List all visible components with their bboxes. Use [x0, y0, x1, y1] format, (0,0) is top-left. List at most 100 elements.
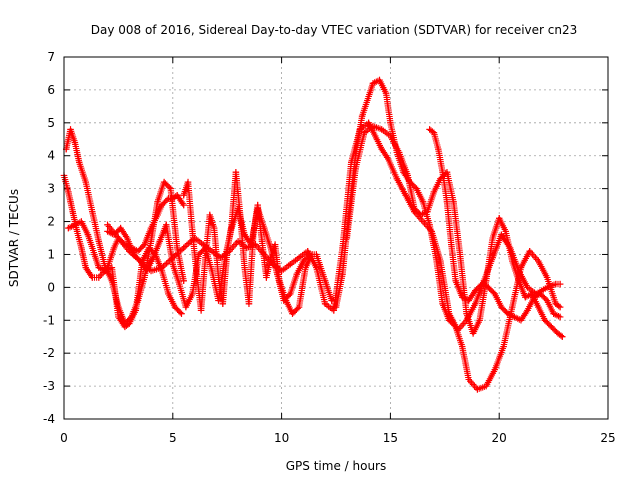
- data-points: [60, 76, 566, 393]
- data-point: [395, 149, 403, 156]
- data-point: [65, 188, 72, 196]
- data-point: [476, 317, 483, 324]
- data-point: [330, 307, 338, 314]
- data-point: [95, 264, 103, 271]
- x-tick-label: 5: [169, 431, 177, 445]
- data-point: [369, 80, 377, 87]
- data-point: [417, 211, 425, 219]
- data-point: [321, 277, 329, 284]
- data-point: [202, 244, 209, 252]
- data-point: [424, 208, 431, 215]
- data-point: [278, 267, 285, 275]
- data-point: [232, 168, 240, 176]
- x-tick-label: 20: [492, 431, 507, 445]
- data-point: [339, 271, 346, 278]
- data-point: [117, 224, 124, 232]
- data-point: [313, 264, 320, 271]
- data-point: [143, 267, 150, 275]
- data-point: [500, 343, 507, 350]
- data-point: [459, 294, 466, 301]
- y-tick-labels: -4 -3 -2 -1 0 1 2 3 4 5 6 7: [43, 50, 55, 426]
- data-point: [352, 165, 359, 173]
- data-point: [123, 234, 131, 242]
- data-point: [382, 90, 390, 97]
- data-point: [141, 274, 148, 281]
- data-point: [482, 277, 490, 284]
- data-point: [369, 122, 377, 130]
- data-point: [472, 287, 479, 294]
- data-point: [378, 126, 385, 133]
- data-point: [343, 234, 351, 242]
- x-axis-label: GPS time / hours: [286, 459, 387, 473]
- data-point: [524, 284, 531, 291]
- data-point: [371, 132, 379, 140]
- data-point: [173, 192, 181, 199]
- data-point: [228, 224, 235, 232]
- data-point: [82, 264, 89, 271]
- data-point: [258, 238, 266, 245]
- y-tick-label: -3: [43, 379, 55, 393]
- data-point: [435, 145, 442, 153]
- data-point: [141, 241, 148, 248]
- data-point: [241, 264, 248, 271]
- data-point: [274, 271, 281, 278]
- data-point: [169, 261, 176, 268]
- data-point: [271, 241, 279, 248]
- data-point: [496, 215, 503, 222]
- data-point: [156, 238, 163, 245]
- data-point: [541, 317, 549, 324]
- data-point: [452, 323, 459, 331]
- data-point: [134, 247, 142, 255]
- data-point: [559, 333, 566, 340]
- data-point: [332, 303, 340, 311]
- data-point: [150, 254, 157, 261]
- data-point: [491, 290, 499, 298]
- data-point: [426, 126, 433, 133]
- data-point: [195, 251, 203, 258]
- data-point: [84, 231, 92, 238]
- y-tick-label: 1: [47, 247, 55, 261]
- data-point: [445, 317, 453, 324]
- x-tick-label: 15: [383, 431, 398, 445]
- y-tick-label: 0: [47, 280, 55, 294]
- data-point: [158, 264, 166, 271]
- data-point: [147, 238, 155, 245]
- data-point: [426, 221, 433, 229]
- data-point: [184, 178, 192, 186]
- data-point: [67, 126, 74, 133]
- data-point: [543, 274, 551, 281]
- data-point: [515, 277, 522, 284]
- data-point: [71, 139, 79, 146]
- series-track-7: [426, 126, 564, 324]
- data-point: [182, 303, 190, 311]
- data-point: [167, 185, 174, 192]
- data-point: [504, 310, 512, 317]
- data-point: [110, 231, 118, 238]
- data-point: [522, 294, 529, 301]
- data-point: [104, 228, 111, 235]
- data-point: [439, 300, 446, 308]
- data-point: [89, 274, 96, 281]
- data-point: [509, 257, 516, 265]
- data-point: [302, 264, 309, 271]
- data-point: [180, 244, 187, 252]
- data-point: [365, 119, 372, 127]
- chart-title: Day 008 of 2016, Sidereal Day-to-day VTE…: [91, 23, 578, 37]
- data-point: [430, 129, 438, 136]
- data-point: [69, 208, 76, 215]
- y-axis-label: SDTVAR / TECUs: [7, 189, 21, 287]
- data-point: [552, 300, 559, 308]
- data-point: [295, 254, 303, 261]
- y-tick-label: -2: [43, 346, 55, 360]
- data-point: [91, 251, 98, 258]
- data-point: [176, 280, 183, 288]
- data-point: [267, 244, 274, 252]
- data-point: [304, 247, 311, 255]
- data-point: [132, 307, 140, 314]
- x-tick-label: 0: [60, 431, 68, 445]
- data-point: [430, 188, 438, 196]
- data-point: [526, 247, 533, 255]
- data-point: [215, 297, 222, 304]
- data-point: [548, 323, 555, 331]
- data-point: [65, 224, 72, 232]
